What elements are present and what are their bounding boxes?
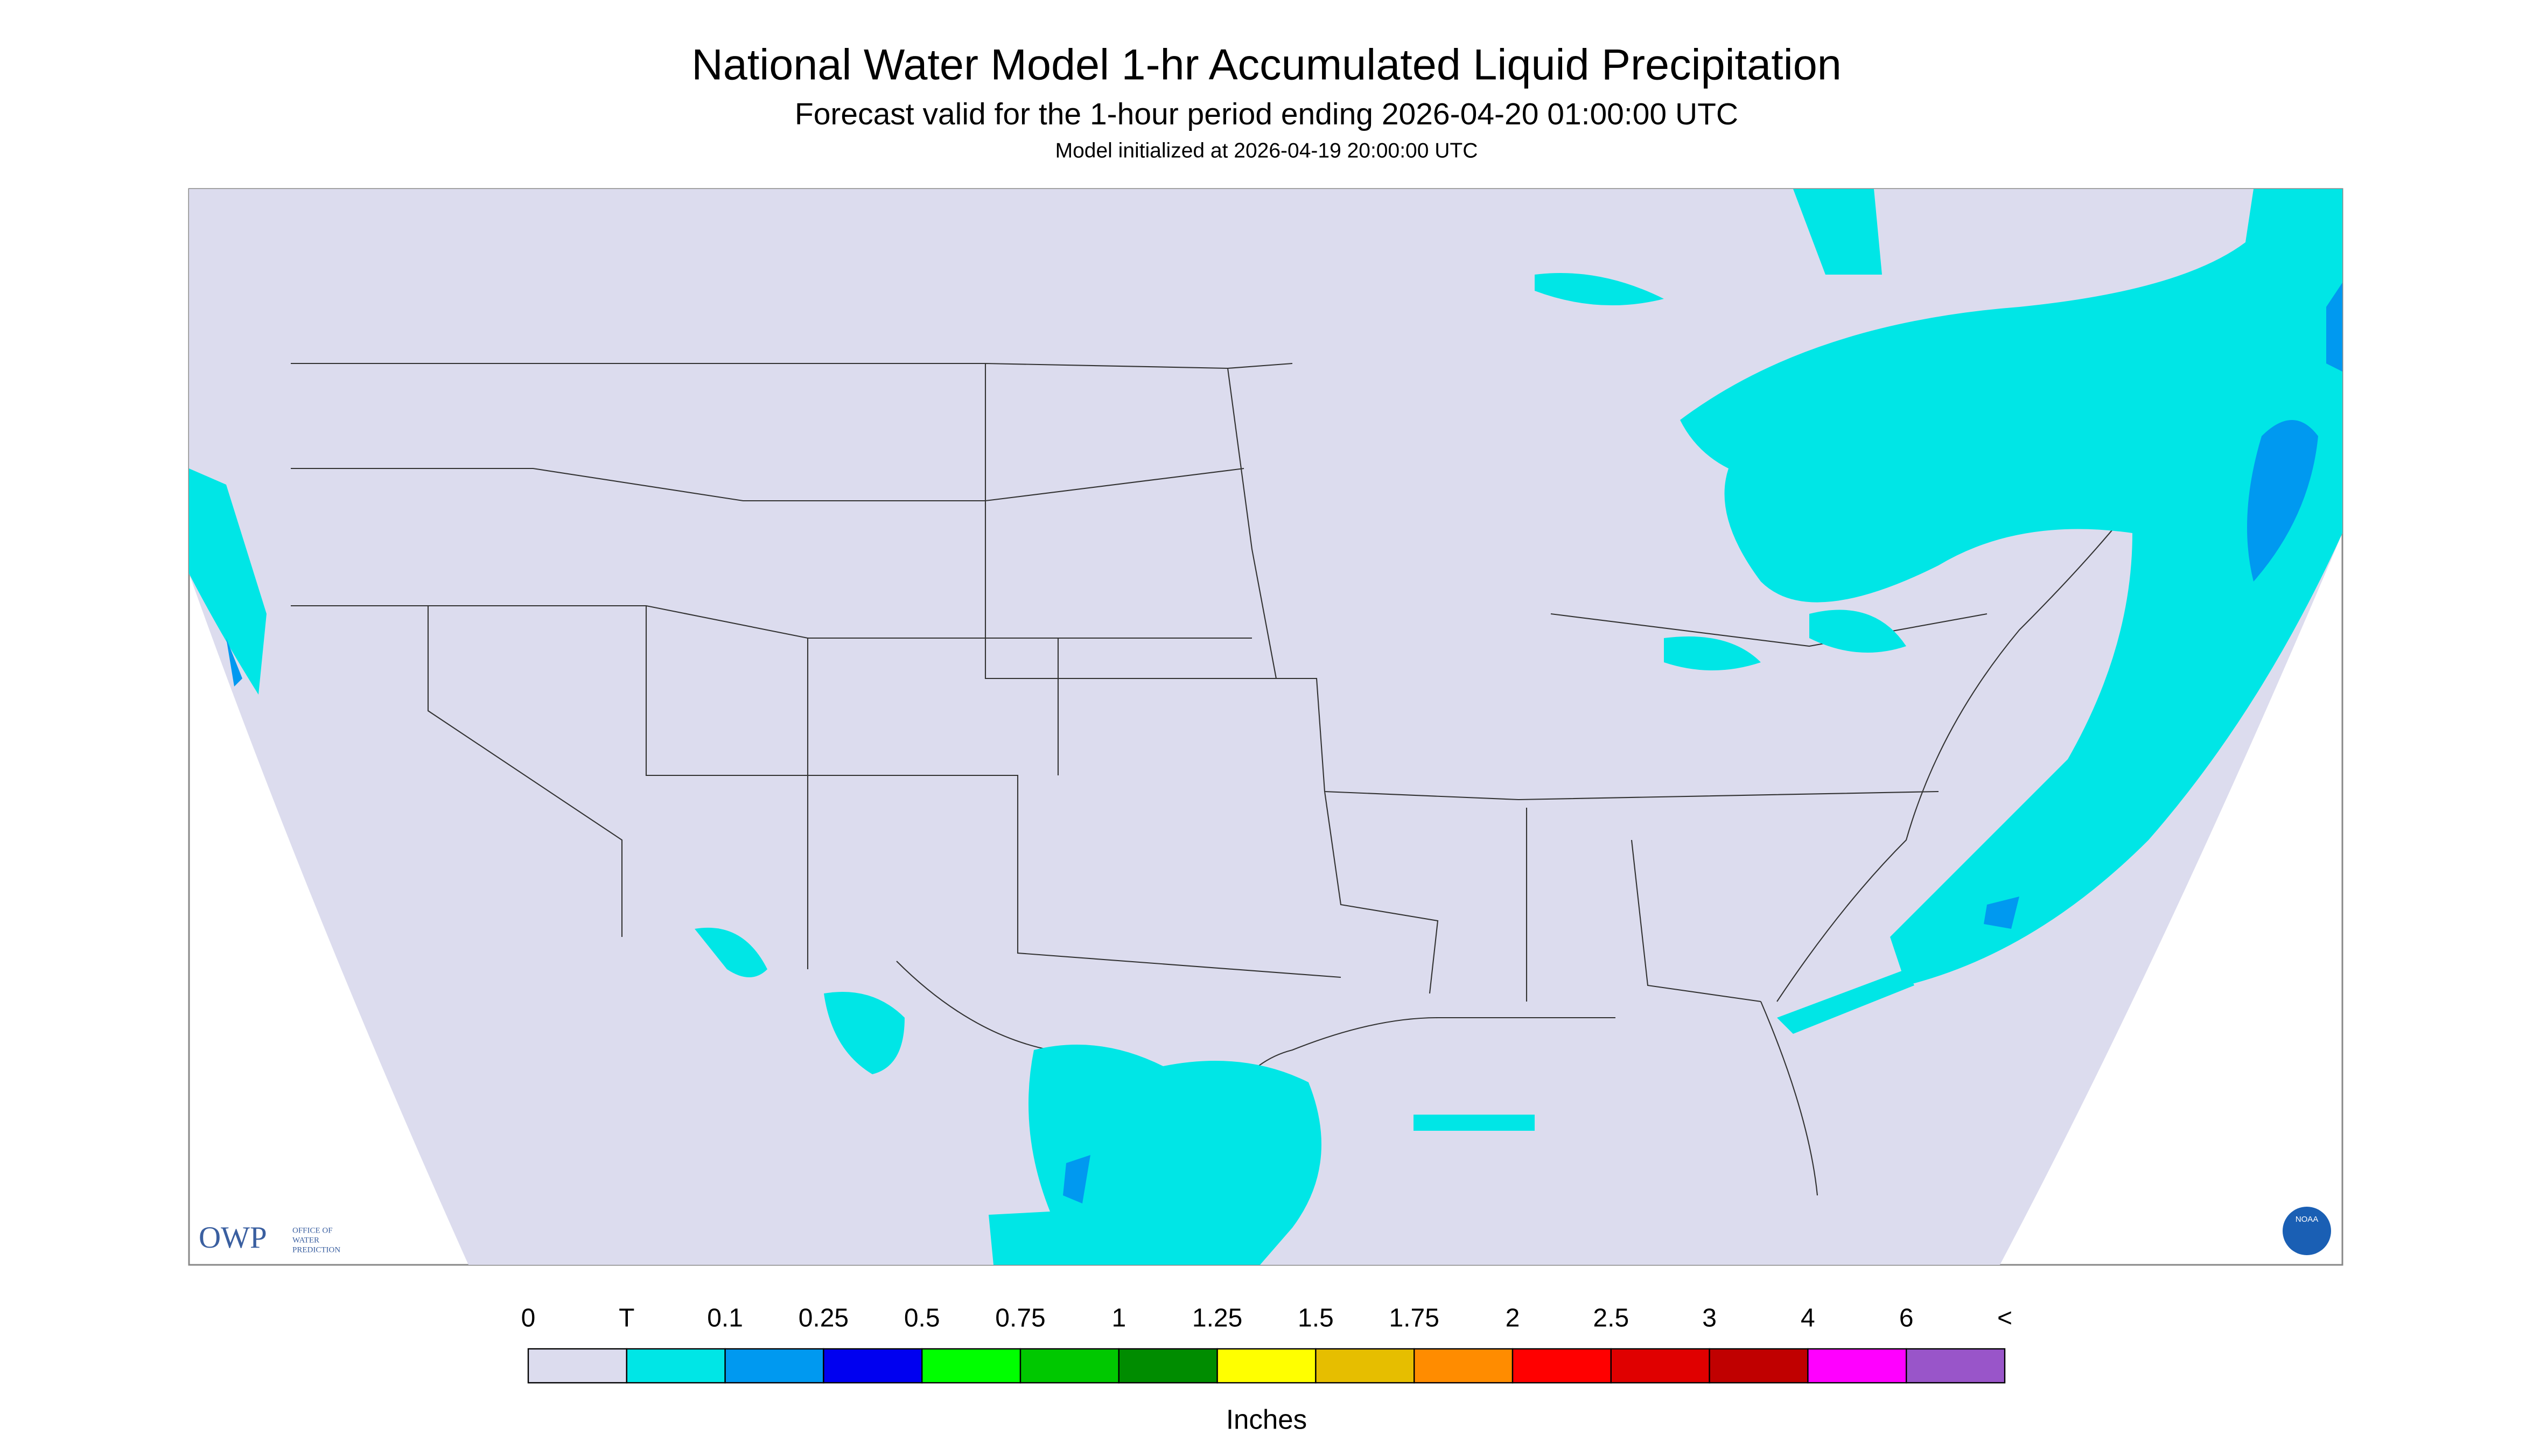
owp-name: OFFICE OF WATER PREDICTION (292, 1226, 340, 1254)
legend-swatch (626, 1348, 726, 1384)
legend-swatch (1512, 1348, 1612, 1384)
legend-swatch (527, 1348, 628, 1384)
legend-label: 1.25 (1192, 1304, 1242, 1333)
legend-swatch (1118, 1348, 1218, 1384)
legend-swatch (1315, 1348, 1415, 1384)
subtitle: Forecast valid for the 1-hour period end… (795, 97, 1738, 131)
owp-name-line: OFFICE OF (292, 1226, 333, 1235)
precip-area (824, 992, 905, 1075)
noaa-text: NOAA (2296, 1215, 2319, 1224)
precip-area (989, 1045, 1321, 1265)
legend-label: 0.75 (995, 1304, 1045, 1333)
precipitation (189, 189, 2342, 1265)
title: National Water Model 1-hr Accumulated Li… (691, 40, 1842, 89)
legend-swatch (1019, 1348, 1120, 1384)
legend-label: 4 (1801, 1304, 1815, 1333)
legend-swatch (1610, 1348, 1710, 1384)
noaa-logo (2283, 1207, 2331, 1256)
legend-label: 0.1 (707, 1304, 743, 1333)
legend-label: 1.5 (1298, 1304, 1334, 1333)
map: OWP OFFICE OF WATER PREDICTION NOAA (188, 188, 2343, 1266)
legend-swatch (823, 1348, 923, 1384)
legend-label: 6 (1899, 1304, 1914, 1333)
precip-area (1680, 189, 2342, 986)
legend-label: 1 (1111, 1304, 1126, 1333)
legend-label: < (1997, 1304, 2012, 1333)
legend: 0 T 0.1 0.25 0.5 0.75 1 1.25 1.5 1.75 2 2.5 3 4 6 < (521, 1304, 2012, 1384)
owp-logo: OWP (199, 1221, 267, 1255)
legend-label: 3 (1702, 1304, 1717, 1333)
legend-swatch (1216, 1348, 1317, 1384)
init-time: Model initialized at 2026-04-19 20:00:00… (1055, 139, 1478, 162)
precip-area (695, 927, 767, 978)
legend-label: T (619, 1304, 634, 1333)
legend-swatch (921, 1348, 1021, 1384)
legend-swatch (1807, 1348, 1907, 1384)
legend-unit: Inches (1226, 1404, 1307, 1434)
legend-label: 0.5 (904, 1304, 940, 1333)
legend-label: 0 (521, 1304, 536, 1333)
legend-swatch (1709, 1348, 1809, 1384)
owp-name-line: PREDICTION (292, 1245, 340, 1254)
legend-label: 0.25 (799, 1304, 849, 1333)
legend-label: 1.75 (1389, 1304, 1439, 1333)
owp-name-line: WATER (292, 1236, 319, 1244)
legend-label: 2 (1506, 1304, 1520, 1333)
precip-area (1793, 189, 1882, 275)
legend-swatch (1414, 1348, 1514, 1384)
legend-swatch (724, 1348, 824, 1384)
precip-area (189, 468, 267, 695)
legend-label: 2.5 (1593, 1304, 1629, 1333)
legend-swatch (1905, 1348, 2006, 1384)
